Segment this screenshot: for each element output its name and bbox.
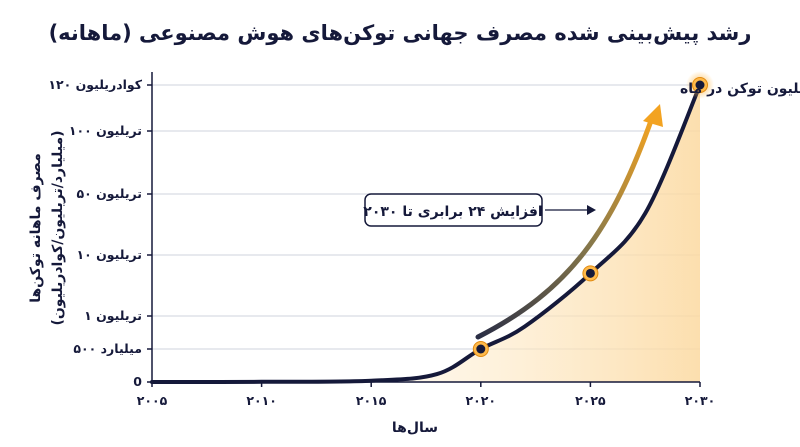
y-tick-labels: 0 ۵۰۰ میلیارد ۱ تریلیون ۱۰ تریلیون ۵۰ تریلیو… [48, 77, 152, 389]
growth-arrow [475, 115, 655, 340]
y-tick-label: ۱۲۰ کوادریلیون [48, 77, 142, 92]
x-axis-title: سال‌ها [392, 420, 438, 436]
y-tick-label: ۵۰۰ میلیارد [73, 341, 142, 356]
growth-label-box [364, 193, 543, 227]
y-tick-label: ۱۰۰ تریلیون [69, 123, 142, 138]
data-point [472, 341, 489, 357]
x-tick-labels: ۲۰۰۵ ۲۰۱۰ ۲۰۱۵ ۲۰۲۰ ۲۰۲۵ ۲۰۳۰ [137, 382, 716, 408]
area-fill [152, 85, 700, 382]
y-tick-label: ۵۰ تریلیون [77, 186, 143, 201]
x-tick-label: ۲۰۳۰ [685, 393, 716, 408]
y-tick-label: ۱ تریلیون [84, 308, 142, 323]
data-point [582, 265, 599, 282]
y-axis-title-line1: مصرف ماهانه توکن‌ها [28, 153, 44, 303]
chart-title: رشد پیش‌بینی شده مصرف جهانی توکن‌های هوش… [49, 21, 752, 45]
x-tick-label: ۲۰۲۰ [466, 393, 497, 408]
y-tick-label: ۱۰ تریلیون [77, 247, 143, 262]
y-axis-title-line2: (میلیارد/تریلیون/کوادریلیون) [50, 130, 66, 325]
x-tick-label: ۲۰۱۰ [246, 393, 277, 408]
data-point [686, 71, 714, 99]
y-tick-label: 0 [133, 374, 142, 389]
data-markers [472, 71, 714, 357]
growth-label: افزایش ۲۴ برابری تا ۲۰۳۰ [363, 204, 542, 220]
growth-label-pointer-head [587, 205, 596, 215]
x-tick-label: ۲۰۰۵ [137, 393, 168, 408]
x-tick-label: ۲۰۱۵ [356, 393, 387, 408]
growth-arrow-head [643, 104, 663, 127]
peak-label: ۱۲۰ کوادریلیون توکن در ماه [680, 81, 800, 97]
x-tick-label: ۲۰۲۵ [575, 393, 606, 408]
